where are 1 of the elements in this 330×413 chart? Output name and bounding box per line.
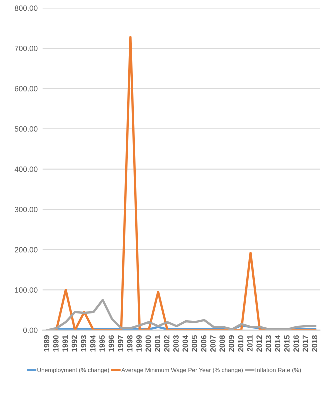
line-series (46, 299, 317, 330)
